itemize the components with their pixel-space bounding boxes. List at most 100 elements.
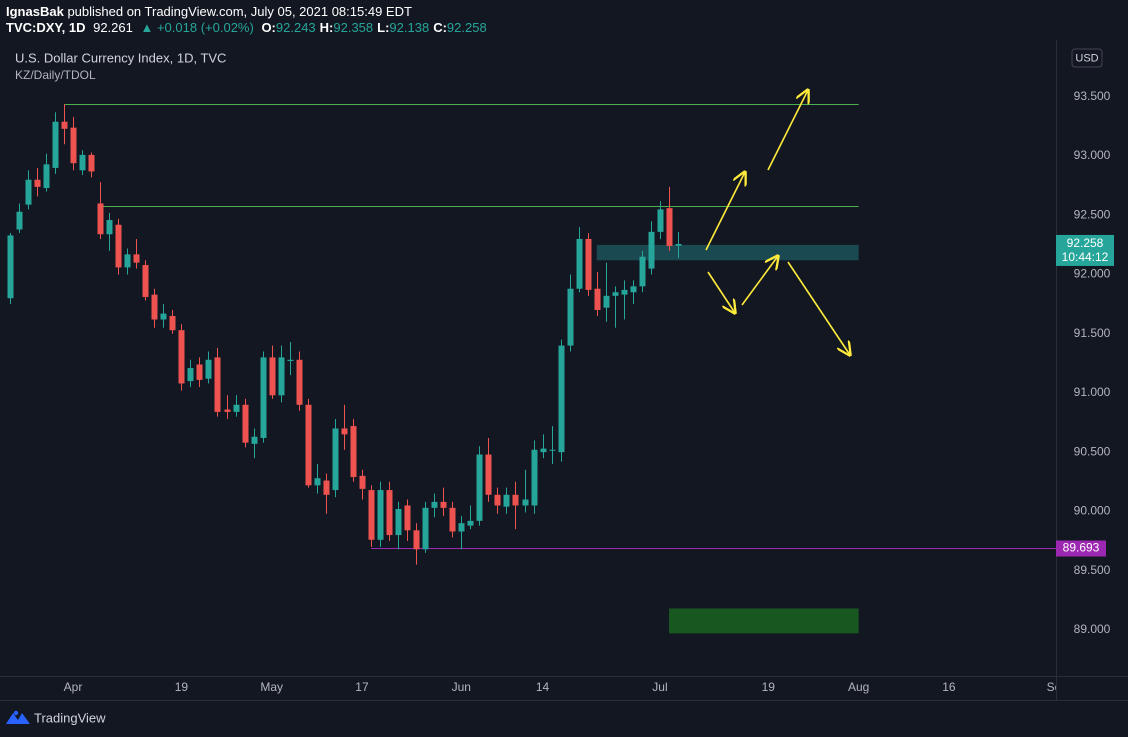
logo-mark xyxy=(6,713,30,724)
candle-body xyxy=(251,436,258,444)
x-tick-label: Jun xyxy=(452,680,471,694)
candle-body xyxy=(503,494,510,507)
candle-body xyxy=(639,256,646,287)
candle-body xyxy=(133,254,140,263)
candle-body xyxy=(576,238,583,289)
arrow xyxy=(787,261,850,355)
candle-body xyxy=(323,480,330,495)
candle-body xyxy=(151,294,158,320)
candle-body xyxy=(61,121,68,129)
last-price: 92.261 xyxy=(93,20,133,35)
x-tick-label: 19 xyxy=(762,680,776,694)
candle-body xyxy=(332,428,339,491)
candle-body xyxy=(512,494,519,506)
candle-body xyxy=(377,490,384,540)
zones xyxy=(596,244,859,634)
field-value: 92.258 xyxy=(446,20,487,35)
candle-body xyxy=(386,490,393,536)
candle-body xyxy=(612,292,619,296)
y-axis: 89.000 89.500 90.000 90.500 91.000 91.500 92.0… xyxy=(1074,89,1111,636)
candle-body xyxy=(494,494,501,506)
candle-body xyxy=(567,288,574,346)
candle-body xyxy=(558,345,565,453)
x-axis: Apr 19 May 17 Jun 14 Jul 19 Aug 16 Sep xyxy=(64,680,1069,694)
candle-body xyxy=(630,286,637,293)
arrow xyxy=(741,256,778,306)
candle-body xyxy=(594,288,601,311)
x-tick-label: 17 xyxy=(355,680,369,694)
logo xyxy=(6,710,30,724)
symbol: TVC:DXY, 1D xyxy=(6,20,86,35)
candle-body xyxy=(287,359,294,361)
field-value: 92.243 xyxy=(275,20,316,35)
level-label: 89.693 xyxy=(1063,541,1100,555)
arrows xyxy=(705,90,850,355)
x-tick-label: May xyxy=(260,680,283,694)
candle-body xyxy=(79,154,86,171)
price-label: 92.258 xyxy=(1067,236,1104,250)
candle-body xyxy=(34,179,41,187)
candle-body xyxy=(621,289,628,295)
arrow xyxy=(705,172,745,251)
candle-body xyxy=(169,315,176,331)
candle-body xyxy=(160,313,167,320)
candle-body xyxy=(341,428,348,435)
candle-body xyxy=(458,523,465,532)
candle-body xyxy=(242,404,249,443)
publish-line: IgnasBak published on TradingView.com, J… xyxy=(6,4,412,19)
quote-line: TVC:DXY, 1D 92.261 ▲ +0.018 (+0.02%) O:9… xyxy=(6,20,487,35)
y-tick-label: 91.500 xyxy=(1074,326,1111,340)
candle-body xyxy=(106,220,113,235)
candle-body xyxy=(585,238,592,290)
candle-body xyxy=(540,448,547,453)
candle-body xyxy=(467,520,474,526)
candle-body xyxy=(97,203,104,235)
candle-body xyxy=(214,357,221,412)
field-value: 92.138 xyxy=(389,20,430,35)
currency-box xyxy=(1071,48,1103,68)
candles xyxy=(7,103,682,565)
candle-body xyxy=(666,208,673,247)
y-tick-label: 92.500 xyxy=(1074,207,1111,221)
candle-body xyxy=(196,364,203,380)
candle-body xyxy=(124,254,131,268)
candle-body xyxy=(296,359,303,405)
arrow xyxy=(707,271,735,313)
chart-title: U.S. Dollar Currency Index, 1D, TVC xyxy=(15,50,226,65)
candle-body xyxy=(359,475,366,489)
x-tick-label: Sep xyxy=(1047,680,1069,694)
price-label-bg xyxy=(1056,234,1114,266)
level-label-bg xyxy=(1056,540,1106,557)
arrow xyxy=(767,90,808,171)
x-tick-label: 14 xyxy=(536,680,550,694)
x-tick-label: Aug xyxy=(848,680,869,694)
field-label: O: xyxy=(261,20,276,35)
candle-body xyxy=(52,121,59,168)
y-tick-label: 93.500 xyxy=(1074,89,1111,103)
y-tick-label: 89.000 xyxy=(1074,622,1111,636)
candle-body xyxy=(657,209,664,232)
candle-body xyxy=(278,357,285,396)
candle-body xyxy=(205,359,212,379)
candle-body xyxy=(70,127,77,164)
candle-body xyxy=(476,454,483,521)
y-tick-label: 93.000 xyxy=(1074,148,1111,162)
y-tick-label: 91.000 xyxy=(1074,385,1111,399)
countdown: 10:44:12 xyxy=(1062,250,1109,264)
candle-body xyxy=(531,449,538,506)
ohlc: O:92.243 H:92.358 L:92.138 C:92.258 xyxy=(257,20,486,35)
x-tick-label: Apr xyxy=(64,680,83,694)
published: published on TradingView.com, July 05, 2… xyxy=(67,4,412,19)
candle-body xyxy=(368,490,375,540)
candle-body xyxy=(549,449,556,451)
candle-body xyxy=(233,404,240,412)
candle-body xyxy=(269,357,276,396)
candle-body xyxy=(187,368,194,382)
chart-subtitle: KZ/Daily/TDOL xyxy=(15,68,96,82)
x-tick-label: Jul xyxy=(652,680,667,694)
logo-dot xyxy=(13,710,19,716)
candle-body xyxy=(224,409,231,412)
candle-body xyxy=(16,211,23,230)
